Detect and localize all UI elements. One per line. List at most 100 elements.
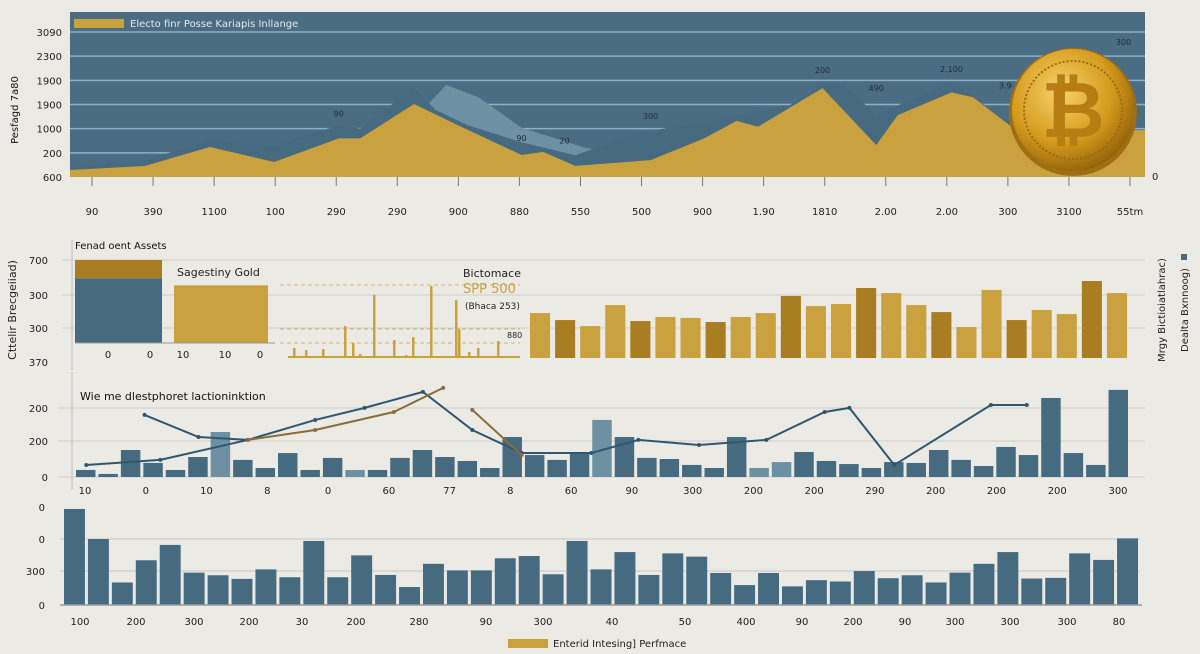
- x-tick-label: 10: [79, 486, 92, 497]
- gold-bar: [655, 316, 676, 358]
- x-tick-label: 0: [325, 486, 331, 497]
- bar: [300, 469, 320, 477]
- x-tick-label: 290: [865, 486, 884, 497]
- x-tick-label: 300: [184, 617, 203, 628]
- bar: [614, 437, 635, 477]
- gold-bar: [555, 320, 576, 358]
- bar: [973, 563, 995, 605]
- line-point: [988, 403, 993, 407]
- bar: [1069, 553, 1091, 605]
- gold-bar: [1031, 309, 1052, 358]
- bar: [518, 556, 540, 605]
- y-tick-label: 200: [29, 437, 48, 448]
- gold-bar: [530, 313, 551, 358]
- x-tick-label: 90: [796, 617, 809, 628]
- bar: [279, 577, 301, 605]
- spike-bar: [352, 343, 355, 358]
- x-tick-label: 1100: [201, 207, 226, 218]
- x-tick-label: 290: [388, 207, 407, 218]
- line-point: [313, 417, 318, 422]
- bar: [638, 574, 660, 605]
- bar: [470, 570, 492, 605]
- bar: [423, 563, 444, 605]
- bar: [1086, 464, 1106, 477]
- line-point: [142, 412, 147, 417]
- spike-bar: [455, 300, 458, 358]
- gold-bar: [630, 321, 651, 358]
- line-bar-panel: Wie me dlestphoret lactioninktion 200 200…: [29, 372, 1145, 497]
- bar: [207, 575, 229, 605]
- line-point: [362, 405, 367, 410]
- spike-bar: [293, 348, 296, 358]
- x-tick-label: 300: [683, 486, 702, 497]
- line-point: [470, 407, 475, 412]
- gold-bar: [780, 295, 801, 358]
- spike-bar: [305, 350, 308, 358]
- bar: [390, 457, 410, 477]
- x-tick-label: 2.00: [936, 207, 958, 218]
- y-axis-label: Pesfagd 7a80: [10, 76, 21, 144]
- x-tick-label: 2.00: [875, 207, 897, 218]
- x-tick-label: 300: [1057, 617, 1076, 628]
- line-point: [847, 405, 852, 410]
- bar: [1093, 559, 1115, 605]
- spike-bar: [477, 348, 480, 358]
- line-point: [441, 385, 446, 390]
- bar: [877, 578, 899, 605]
- line-series-1: [144, 413, 248, 441]
- x-tick-label: 290: [327, 207, 346, 218]
- bar: [1045, 577, 1067, 605]
- bar: [111, 582, 133, 605]
- bar: [255, 569, 277, 605]
- bar: [951, 459, 971, 477]
- x-tick-label: 200: [987, 486, 1006, 497]
- legend-swatch: [508, 639, 548, 648]
- bar: [758, 572, 779, 605]
- bar: [446, 570, 468, 605]
- bar: [659, 459, 680, 477]
- line-point: [519, 453, 524, 458]
- y-tick-label: 1900: [37, 76, 62, 87]
- bar: [794, 451, 814, 477]
- x-tick-label: 8: [507, 486, 513, 497]
- x-tick-label: 90: [480, 617, 493, 628]
- x-tick-label: 30: [296, 617, 309, 628]
- data-label: 300: [1116, 38, 1131, 47]
- bar: [547, 459, 567, 477]
- spike-bar: [366, 356, 369, 358]
- line-series-2: [247, 387, 444, 441]
- spike-bar: [313, 357, 316, 358]
- y-tick-label: 3090: [37, 28, 62, 39]
- x-tick-label: 500: [632, 207, 651, 218]
- bar: [592, 419, 612, 477]
- bar: [662, 553, 684, 605]
- x-tick-label: 55tm: [1117, 207, 1143, 218]
- spike-bar: [344, 326, 347, 358]
- spike-bar: [393, 340, 396, 358]
- gold-bar: [1081, 281, 1102, 358]
- bar: [884, 462, 904, 477]
- gold-bar-label: Sagestiny Gold: [177, 266, 260, 279]
- line-point: [391, 410, 396, 415]
- gold-bar: [680, 317, 701, 358]
- bar: [524, 455, 545, 477]
- right-axis-label: Mrgy Bictioiatlahrac): [1157, 258, 1168, 362]
- bar: [710, 572, 732, 605]
- big-bar-segment: [75, 278, 162, 343]
- bar: [399, 587, 420, 605]
- bar: [771, 462, 792, 477]
- y-tick-label: 600: [43, 173, 62, 184]
- bar: [997, 552, 1019, 605]
- x-tick-label: 10: [219, 350, 232, 361]
- x-tick-label: 80: [1113, 617, 1126, 628]
- x-tick-label: 10: [200, 486, 213, 497]
- bar: [303, 540, 325, 605]
- x-tick-label: 60: [565, 486, 578, 497]
- x-tick-label: 300: [1000, 617, 1019, 628]
- bar: [64, 508, 85, 605]
- x-tick-label: 0: [143, 486, 149, 497]
- bar: [327, 577, 349, 605]
- bar: [1021, 578, 1043, 605]
- x-tick-label: 900: [449, 207, 468, 218]
